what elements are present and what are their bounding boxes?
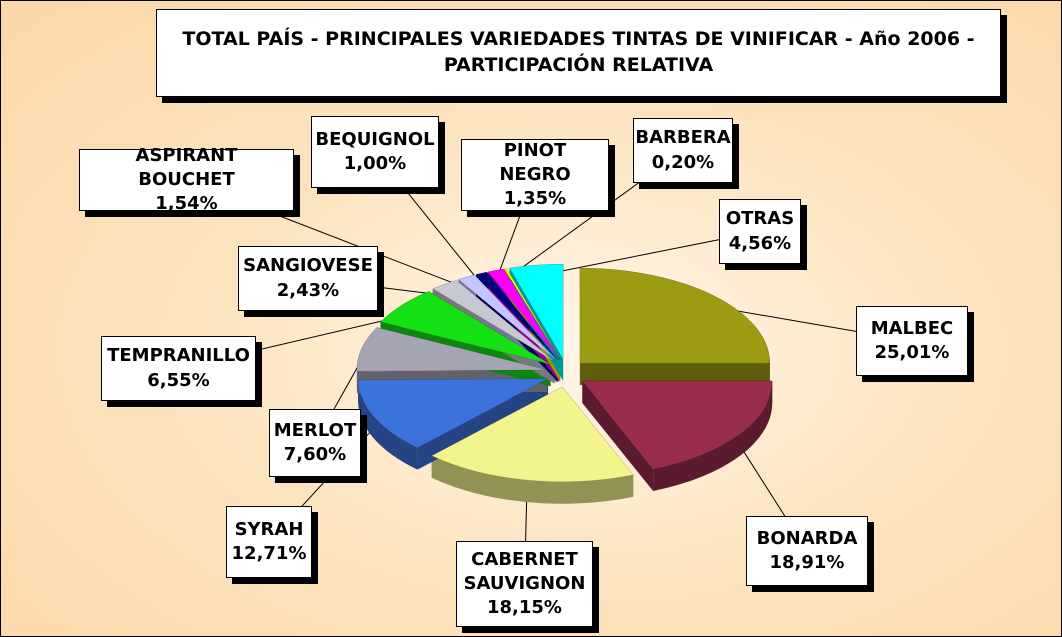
slice xyxy=(380,291,551,365)
data-label-box: MERLOT 7,60% xyxy=(269,409,361,477)
category-label: BARBERA xyxy=(635,127,731,149)
category-label: TEMPRANILLO xyxy=(107,345,250,367)
value-label: 1,54% xyxy=(155,193,218,215)
category-label: CABERNET SAUVIGNON xyxy=(463,548,586,594)
slice xyxy=(457,274,557,361)
value-label: 25,01% xyxy=(874,342,950,363)
slice xyxy=(487,268,560,360)
value-label: 18,15% xyxy=(487,597,562,619)
value-label: 18,91% xyxy=(769,552,845,573)
data-label-box: SANGIOVESE 2,43% xyxy=(238,246,378,311)
value-label: 2,43% xyxy=(276,279,340,301)
slice xyxy=(432,280,555,362)
slice-wall xyxy=(579,268,770,386)
value-label: 4,56% xyxy=(728,232,792,254)
value-label: 0,20% xyxy=(651,151,715,173)
category-label: SANGIOVESE xyxy=(243,255,373,277)
value-label: 12,71% xyxy=(231,543,307,564)
category-label: SYRAH xyxy=(234,518,304,540)
slice xyxy=(581,380,773,470)
data-label-box: BEQUIGNOL 1,00% xyxy=(311,116,439,188)
data-label-box: TEMPRANILLO 6,55% xyxy=(101,336,256,401)
data-label-box: OTRAS 4,56% xyxy=(719,199,801,264)
category-label: MALBEC xyxy=(870,317,954,339)
value-label: 6,55% xyxy=(147,369,210,391)
data-label-box: SYRAH 12,71% xyxy=(226,506,312,578)
slice xyxy=(356,327,547,372)
value-label: 1,35% xyxy=(503,188,567,210)
data-label-box: ASPIRANT BOUCHET 1,54% xyxy=(79,145,294,214)
slice-tops xyxy=(356,263,773,482)
data-label-box: PINOT NEGRO 1,35% xyxy=(461,139,609,211)
slice-rim xyxy=(431,455,634,504)
slice xyxy=(509,263,564,361)
slice xyxy=(431,386,634,482)
value-label: 7,60% xyxy=(283,444,347,465)
category-label: PINOT NEGRO xyxy=(499,139,571,185)
chart-title: TOTAL PAÍS - PRINCIPALES VARIEDADES TINT… xyxy=(182,28,975,51)
data-label-box: MALBEC 25,01% xyxy=(856,306,968,376)
category-label: OTRAS xyxy=(725,208,795,230)
category-label: MERLOT xyxy=(273,419,357,441)
slice xyxy=(503,268,561,360)
slice-rim xyxy=(358,379,418,470)
chart-subtitle: PARTICIPACIÓN RELATIVA xyxy=(443,54,714,76)
data-label-box: CABERNET SAUVIGNON 18,15% xyxy=(456,541,593,627)
slice xyxy=(475,271,559,361)
slice xyxy=(579,267,771,364)
title-box: TOTAL PAÍS - PRINCIPALES VARIEDADES TINT… xyxy=(156,9,1001,97)
data-label-box: BARBERA 0,20% xyxy=(633,118,733,183)
slice xyxy=(357,378,549,448)
slice-rim xyxy=(653,380,773,491)
category-label: ASPIRANT BOUCHET xyxy=(135,144,238,190)
value-label: 1,00% xyxy=(343,153,407,174)
data-label-box: BONARDA 18,91% xyxy=(746,516,868,586)
category-label: BEQUIGNOL xyxy=(315,128,435,150)
category-label: BONARDA xyxy=(756,527,858,549)
